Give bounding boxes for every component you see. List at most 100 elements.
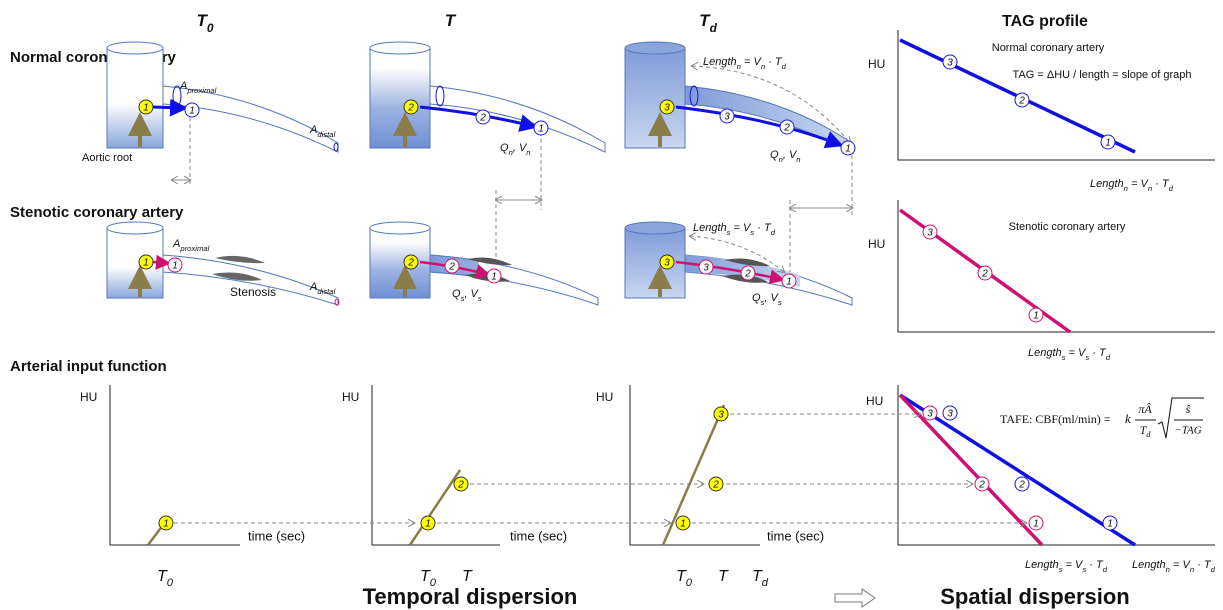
aif-curve bbox=[410, 470, 460, 545]
badge-number: 2 bbox=[1018, 480, 1025, 491]
badge: 2 bbox=[454, 477, 468, 491]
text-part: · T bbox=[1086, 559, 1104, 571]
badge-number: 2 bbox=[457, 480, 464, 491]
aif-curve bbox=[663, 405, 724, 545]
time-label: T bbox=[718, 568, 729, 585]
text-part: · T bbox=[754, 222, 772, 234]
badge: 1 bbox=[1101, 135, 1115, 149]
badge: 2 bbox=[445, 259, 459, 273]
subscript: 0 bbox=[167, 577, 174, 589]
axis-label: HU bbox=[866, 394, 883, 408]
formula-lhs: TAFE: CBF(ml/min) = bbox=[1000, 412, 1111, 426]
text-part: T bbox=[445, 11, 457, 30]
aorta bbox=[625, 222, 685, 298]
badge: 3 bbox=[943, 406, 957, 420]
text-part: A bbox=[309, 281, 317, 293]
dispersion-markers bbox=[172, 110, 852, 276]
axis-label: HU bbox=[868, 237, 885, 251]
badge-number: 1 bbox=[143, 103, 149, 114]
text-part: A bbox=[179, 80, 187, 92]
subscript: d bbox=[1169, 184, 1174, 193]
subscript: proximal bbox=[179, 244, 209, 253]
badge: 3 bbox=[720, 109, 734, 123]
badge: 1 bbox=[139, 255, 153, 269]
subscript: proximal bbox=[186, 86, 216, 95]
badge-number: 3 bbox=[947, 58, 953, 69]
badge-number: 2 bbox=[978, 480, 985, 491]
time-label: T0 bbox=[157, 568, 174, 589]
axis-label: HU bbox=[80, 390, 97, 404]
text-part: T bbox=[462, 568, 473, 585]
text-part: A bbox=[172, 238, 180, 250]
badge: 1 bbox=[534, 121, 548, 135]
flow-arrow bbox=[153, 262, 166, 263]
length-label: Lengthn = Vn · Td bbox=[1090, 178, 1174, 193]
axis-label: HU bbox=[868, 57, 885, 71]
text-part: Length bbox=[1025, 559, 1059, 571]
badge-number: 1 bbox=[163, 519, 169, 530]
text-part: A bbox=[309, 124, 317, 136]
aorta bbox=[107, 42, 163, 148]
badge-number: 3 bbox=[927, 409, 933, 420]
transition-arrow bbox=[835, 589, 875, 607]
vessel-label: Qn, Vn bbox=[500, 142, 531, 157]
row-label: Arterial input function bbox=[10, 358, 167, 375]
badge: 1 bbox=[487, 269, 501, 283]
badge-number: 3 bbox=[703, 263, 709, 274]
badge-number: 2 bbox=[407, 103, 414, 114]
text-part: · T bbox=[1089, 347, 1107, 359]
badge-number: 2 bbox=[407, 258, 414, 269]
subscript: d bbox=[782, 62, 787, 71]
formula: TAFE: CBF(ml/min) = k πÂ Td ŝ −TAG bbox=[1000, 398, 1204, 439]
badge: 3 bbox=[714, 407, 728, 421]
text-part: · T bbox=[1152, 178, 1170, 190]
subscript: 0 bbox=[686, 577, 693, 589]
subscript: s bbox=[778, 298, 782, 307]
aorta bbox=[625, 42, 685, 148]
badge-number: 1 bbox=[1107, 519, 1113, 530]
badge-number: 3 bbox=[947, 409, 953, 420]
badge-number: 1 bbox=[189, 106, 195, 117]
badge: 1 bbox=[139, 100, 153, 114]
badge-number: 2 bbox=[448, 262, 455, 273]
badge-number: 2 bbox=[712, 480, 719, 491]
length-label: Lengthn = Vn · Td bbox=[1132, 559, 1216, 574]
badge-number: 1 bbox=[1033, 519, 1039, 530]
badge: 3 bbox=[923, 406, 937, 420]
text-part: = V bbox=[1063, 559, 1085, 571]
text-part: T bbox=[718, 568, 729, 585]
flow-arrow bbox=[153, 107, 182, 108]
axis-label: time (sec) bbox=[767, 528, 824, 543]
subscript: d bbox=[1103, 565, 1108, 574]
aorta bbox=[107, 222, 163, 298]
badge-number: 2 bbox=[479, 113, 486, 124]
vessel-label: Lengths = Vs · Td bbox=[693, 222, 776, 237]
subscript: n bbox=[526, 148, 530, 157]
badge: 2 bbox=[978, 266, 992, 280]
subscript: d bbox=[1146, 430, 1151, 439]
badge-number: 1 bbox=[172, 261, 178, 272]
badge: 2 bbox=[741, 266, 755, 280]
badge: 1 bbox=[782, 274, 796, 288]
subscript: d bbox=[1211, 565, 1216, 574]
badge-number: 1 bbox=[538, 124, 544, 135]
badge: 2 bbox=[476, 110, 490, 124]
length-label: Lengths = Vs · Td bbox=[1028, 347, 1111, 362]
badge: 2 bbox=[404, 255, 418, 269]
vessel-label: Qn, Vn bbox=[770, 149, 801, 164]
badge-number: 2 bbox=[783, 123, 790, 134]
text-part: · T bbox=[765, 56, 783, 68]
vessel-label: Aproximal bbox=[172, 238, 210, 253]
tag-panel: HU Normal coronary artery TAG = ΔHU / le… bbox=[868, 30, 1215, 193]
badge: 1 bbox=[1103, 516, 1117, 530]
axis-label: HU bbox=[596, 390, 613, 404]
time-label: T bbox=[462, 568, 473, 585]
axis-label: HU bbox=[342, 390, 359, 404]
badge-number: 3 bbox=[664, 258, 670, 269]
badge-number: 1 bbox=[786, 277, 792, 288]
vessel-label: Qs, Vs bbox=[452, 288, 482, 303]
panel-title: Normal coronary artery bbox=[992, 42, 1105, 54]
text-part: Length bbox=[1132, 559, 1166, 571]
badge: 3 bbox=[699, 260, 713, 274]
text-part: Length bbox=[1090, 178, 1124, 190]
